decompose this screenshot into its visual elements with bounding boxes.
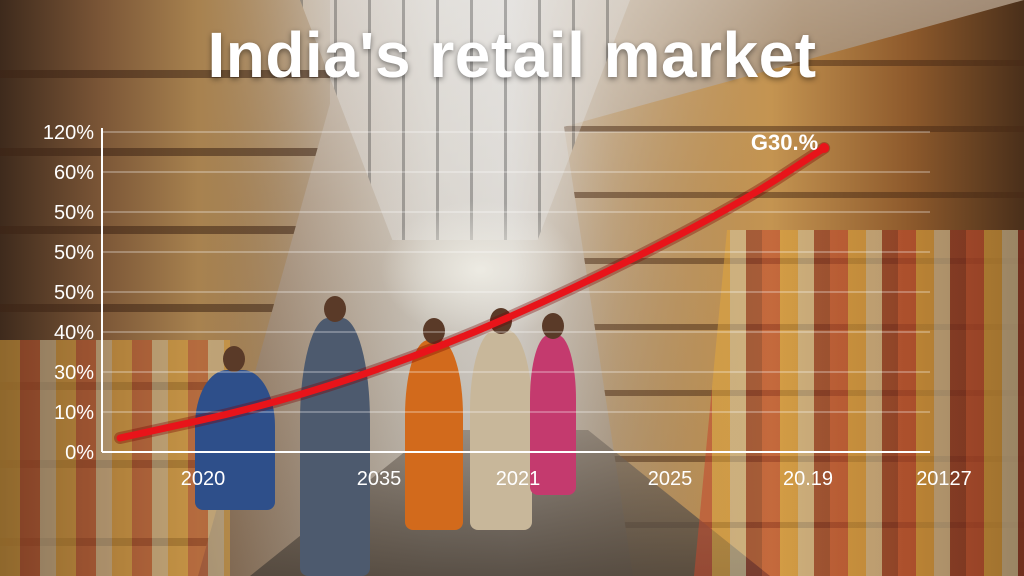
x-tick-label: 2021 bbox=[496, 468, 541, 490]
y-tick-label: 120% bbox=[43, 122, 94, 144]
end-value-label: G30.% bbox=[751, 130, 818, 155]
y-tick-label: 10% bbox=[54, 402, 94, 424]
x-tick-label: 2035 bbox=[357, 468, 402, 490]
y-tick-label: 40% bbox=[54, 322, 94, 344]
series-lines bbox=[114, 142, 831, 444]
shopper-pink-sari bbox=[530, 313, 576, 495]
x-tick-labels: 2020 2035 2021 2025 20.19 20127 bbox=[181, 468, 972, 490]
grid-lines bbox=[102, 131, 930, 413]
y-tick-label: 60% bbox=[54, 162, 94, 184]
seated-vendor bbox=[195, 346, 275, 510]
x-tick-label: 20.19 bbox=[783, 468, 833, 490]
x-tick-label: 2020 bbox=[181, 468, 226, 490]
y-tick-label: 30% bbox=[54, 362, 94, 384]
page-title: India's retail market bbox=[207, 19, 817, 91]
x-tick-label: 20127 bbox=[916, 468, 972, 490]
end-point bbox=[819, 143, 830, 153]
axes bbox=[101, 128, 930, 453]
y-tick-label: 50% bbox=[54, 282, 94, 304]
y-tick-label: 0% bbox=[65, 442, 94, 464]
left-goods bbox=[0, 340, 230, 576]
shopper-backpack bbox=[300, 296, 370, 576]
y-tick-labels: 0% 10% 30% 40% 50% 50% 50% 60% 120% bbox=[43, 122, 94, 464]
series-line-shadow bbox=[114, 142, 831, 444]
shopper-kurta bbox=[470, 308, 532, 530]
data-labels: G30.% bbox=[751, 130, 818, 155]
y-tick-label: 50% bbox=[54, 202, 94, 224]
right-goods bbox=[694, 230, 1024, 576]
x-tick-label: 2025 bbox=[648, 468, 693, 490]
series-line bbox=[116, 144, 828, 442]
y-tick-label: 50% bbox=[54, 242, 94, 264]
